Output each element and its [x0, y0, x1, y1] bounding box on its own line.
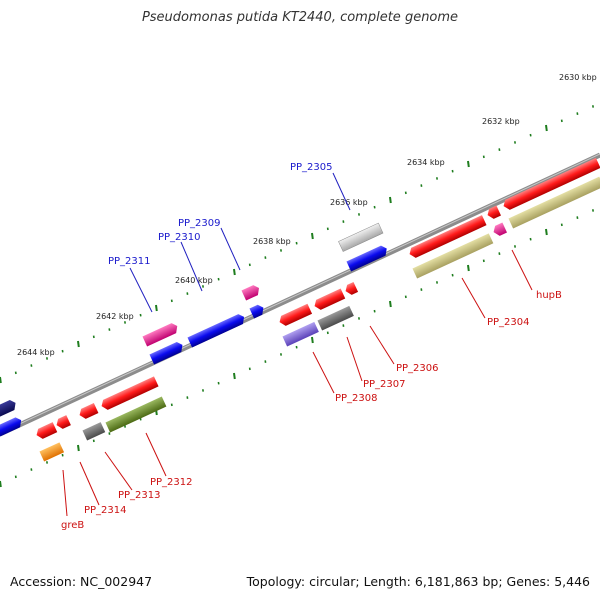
ruler-tick — [545, 124, 548, 132]
ruler-tick — [311, 232, 314, 240]
ruler-label-2638: 2638 kbp — [253, 237, 291, 246]
gene-reverse-olive[interactable] — [105, 396, 167, 433]
genome-summary-text: Topology: circular; Length: 6,181,863 bp… — [246, 574, 590, 589]
ruler-tick — [233, 268, 236, 276]
gene-forward-blue-edge[interactable] — [0, 416, 24, 437]
ruler-tick — [389, 196, 392, 204]
label-pp-2307[interactable]: PP_2307 — [363, 379, 406, 390]
gene-reverse-red-small[interactable] — [485, 205, 501, 221]
label-pp-2304[interactable]: PP_2304 — [487, 317, 530, 328]
label-pp-2314[interactable]: PP_2314 — [84, 505, 127, 516]
gene-forward-blue-2642[interactable] — [149, 340, 184, 365]
map-title: Pseudomonas putida KT2440, complete geno… — [141, 10, 459, 25]
ruler-tick — [77, 340, 80, 348]
ruler-label-2642: 2642 kbp — [96, 312, 134, 321]
ruler-label-2632: 2632 kbp — [482, 117, 520, 126]
ruler-tick — [0, 376, 2, 384]
gene-reverse-purple[interactable] — [282, 321, 319, 347]
gene-pp-2308[interactable] — [277, 303, 313, 328]
gene-pp-2304[interactable] — [412, 233, 494, 279]
gene-reverse-gray[interactable] — [317, 305, 354, 331]
gene-reverse-red-2634[interactable] — [407, 215, 487, 259]
gene-reverse-khaki-2631[interactable] — [508, 176, 600, 229]
gene-greb[interactable] — [39, 442, 65, 462]
accession-text: Accession: NC_002947 — [10, 574, 153, 589]
gene-pp-2305[interactable] — [338, 222, 384, 252]
label-pp-2306[interactable]: PP_2306 — [396, 363, 439, 374]
reverse-gene-labels: hupB PP_2304 PP_2306 PP_2307 PP_2308 PP_… — [61, 290, 562, 531]
gene-pp-2306[interactable] — [343, 281, 359, 297]
gene-pp-2311[interactable] — [142, 321, 179, 347]
genome-backbone — [0, 152, 600, 437]
ruler-tick — [311, 336, 314, 344]
label-hupb[interactable]: hupB — [536, 290, 562, 301]
gene-forward-blue-small[interactable] — [249, 303, 265, 319]
gene-reverse-red-2631[interactable] — [501, 157, 600, 212]
gene-pp-2314[interactable] — [54, 415, 71, 430]
ruler-tick — [467, 264, 470, 272]
forward-gene-labels: PP_2305 PP_2309 PP_2310 PP_2311 — [108, 162, 333, 267]
ruler-label-2640: 2640 kbp — [175, 276, 213, 285]
ruler-label-2644: 2644 kbp — [17, 348, 55, 357]
ruler-tick — [545, 228, 548, 236]
ruler-tick — [233, 372, 236, 380]
ruler-label-2634: 2634 kbp — [407, 158, 445, 167]
label-pp-2305[interactable]: PP_2305 — [290, 162, 333, 173]
gene-pp-2312[interactable] — [99, 376, 159, 411]
ruler-tick — [389, 300, 392, 308]
ruler-tick — [0, 480, 2, 488]
ruler-label-2630: 2630 kbp — [559, 73, 597, 82]
reverse-genes — [34, 157, 600, 462]
label-pp-2313[interactable]: PP_2313 — [118, 490, 161, 501]
ruler-labels: 2630 kbp 2632 kbp 2634 kbp 2636 kbp 2638… — [17, 73, 597, 357]
label-pp-2311[interactable]: PP_2311 — [108, 256, 151, 267]
label-pp-2310[interactable]: PP_2310 — [158, 232, 201, 243]
gene-pp-2307[interactable] — [312, 288, 346, 312]
gene-reverse-red-edge[interactable] — [34, 422, 58, 440]
ruler-tick — [77, 444, 80, 452]
label-pp-2309[interactable]: PP_2309 — [178, 218, 221, 229]
gene-pp-2309[interactable] — [241, 283, 261, 301]
label-pp-2312[interactable]: PP_2312 — [150, 477, 193, 488]
gene-reverse-darkgray[interactable] — [82, 422, 106, 441]
gene-forward-navy-edge[interactable] — [0, 398, 18, 418]
label-pp-2308[interactable]: PP_2308 — [335, 393, 378, 404]
label-leader-lines — [62, 172, 533, 517]
ruler-tick — [155, 304, 158, 312]
label-greb[interactable]: greB — [61, 520, 84, 531]
gene-pp-2313[interactable] — [77, 403, 99, 421]
ruler-inner-ticks — [0, 209, 594, 488]
genome-backbone-highlight — [0, 153, 600, 434]
gene-hupb[interactable] — [491, 222, 507, 238]
gene-forward-blue-2635[interactable] — [346, 244, 389, 272]
ruler-label-2636: 2636 kbp — [330, 198, 368, 207]
forward-genes — [0, 222, 389, 437]
gene-pp-2310[interactable] — [187, 312, 246, 348]
ruler-outer-ticks — [0, 105, 594, 384]
ruler-tick — [467, 160, 470, 168]
